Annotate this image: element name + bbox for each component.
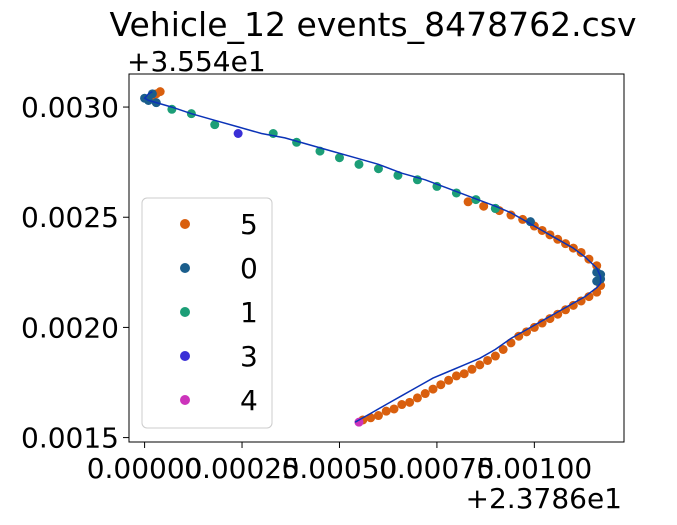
legend-marker bbox=[180, 263, 190, 273]
data-point bbox=[397, 400, 407, 410]
data-point bbox=[405, 397, 415, 407]
data-point bbox=[451, 371, 461, 381]
data-point bbox=[479, 201, 489, 211]
data-point bbox=[498, 344, 508, 354]
data-point bbox=[459, 369, 469, 379]
legend-entry: 1 bbox=[180, 296, 258, 329]
data-point bbox=[514, 331, 524, 341]
legend-frame bbox=[141, 197, 273, 429]
series-4-points bbox=[354, 417, 364, 427]
data-point bbox=[545, 314, 555, 324]
legend-label: 5 bbox=[240, 208, 258, 241]
data-point bbox=[506, 210, 516, 220]
data-point bbox=[463, 197, 473, 207]
legend-entry: 5 bbox=[180, 208, 258, 241]
legend-label: 4 bbox=[240, 384, 258, 417]
x-tick-label: 0.00050 bbox=[282, 452, 398, 485]
legend-entry: 3 bbox=[180, 340, 258, 373]
legend-entries: 5 0 1 3 4 bbox=[180, 208, 258, 417]
data-point bbox=[553, 309, 563, 319]
legend-marker bbox=[180, 307, 190, 317]
data-point bbox=[529, 322, 539, 332]
data-point bbox=[561, 305, 571, 315]
x-tick-label: 0.00000 bbox=[87, 452, 203, 485]
data-point bbox=[490, 203, 500, 213]
plot-frame bbox=[128, 73, 625, 443]
data-point bbox=[522, 327, 532, 337]
x-tick-label: 0.00100 bbox=[476, 452, 592, 485]
data-point bbox=[373, 164, 383, 174]
y-tick-label: 0.0030 bbox=[21, 91, 119, 124]
data-point bbox=[420, 389, 430, 399]
legend-marker bbox=[180, 351, 190, 361]
data-point bbox=[506, 338, 516, 348]
legend-entry: 0 bbox=[180, 252, 258, 285]
data-point bbox=[490, 351, 500, 361]
data-point bbox=[155, 87, 165, 97]
x-offset-label: +2.3786e1 bbox=[466, 482, 622, 515]
plot-area bbox=[140, 87, 606, 427]
y-offset-label: +3.554e1 bbox=[127, 45, 266, 78]
data-point bbox=[568, 300, 578, 310]
data-point bbox=[467, 364, 477, 374]
legend-marker bbox=[180, 219, 190, 229]
data-point bbox=[147, 89, 157, 99]
data-point bbox=[373, 411, 383, 421]
y-tick-label: 0.0020 bbox=[21, 311, 119, 344]
legend-label: 0 bbox=[240, 252, 258, 285]
legend-label: 3 bbox=[240, 340, 258, 373]
data-point bbox=[444, 375, 454, 385]
data-point bbox=[537, 318, 547, 328]
data-point bbox=[354, 159, 364, 169]
series-3-points bbox=[233, 128, 243, 138]
x-tick-label: 0.00025 bbox=[184, 452, 300, 485]
legend-marker bbox=[180, 395, 190, 405]
data-point bbox=[428, 384, 438, 394]
data-point bbox=[584, 254, 594, 264]
legend: 5 0 1 3 4 bbox=[141, 197, 273, 429]
data-point bbox=[436, 380, 446, 390]
data-point bbox=[412, 393, 422, 403]
data-point bbox=[210, 120, 220, 130]
data-point bbox=[483, 355, 493, 365]
data-point bbox=[592, 261, 602, 271]
data-point bbox=[525, 217, 535, 227]
legend-entry: 4 bbox=[180, 384, 258, 417]
series-5-points bbox=[147, 87, 606, 425]
data-point bbox=[576, 296, 586, 306]
x-tick-label: 0.00075 bbox=[379, 452, 495, 485]
chart-title: Vehicle_12 events_8478762.csv bbox=[109, 5, 636, 44]
y-tick-label: 0.0015 bbox=[21, 422, 119, 455]
trajectory-line bbox=[143, 90, 602, 423]
data-point bbox=[354, 417, 364, 427]
data-point bbox=[584, 292, 594, 302]
data-point bbox=[334, 153, 344, 163]
data-point bbox=[233, 128, 243, 138]
data-point bbox=[389, 404, 399, 414]
y-axis-ticks: 0.0015 0.0020 0.0025 0.0030 bbox=[21, 91, 129, 455]
legend-label: 1 bbox=[240, 296, 258, 329]
y-tick-label: 0.0025 bbox=[21, 201, 119, 234]
data-point bbox=[475, 360, 485, 370]
data-point bbox=[381, 406, 391, 416]
